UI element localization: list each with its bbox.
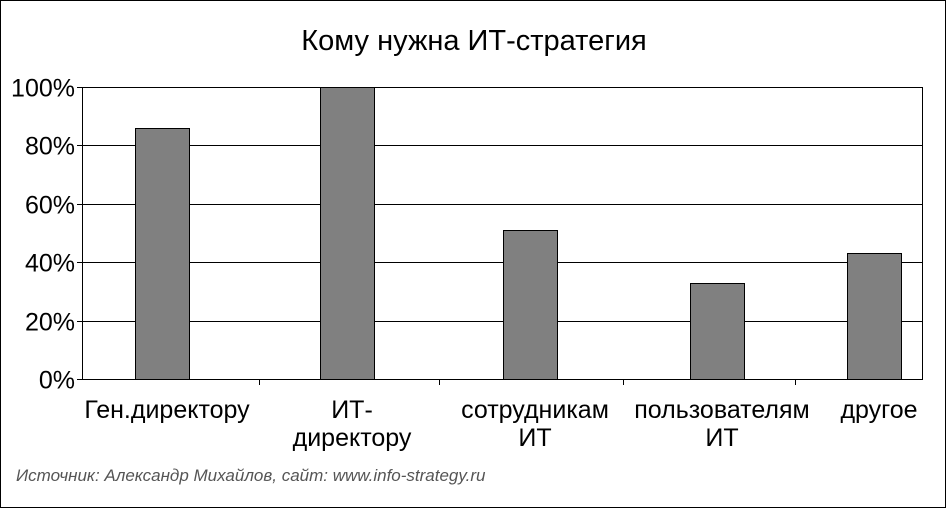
- x-tick-label: Ген.директору: [84, 396, 250, 424]
- y-tick-label: 60%: [25, 192, 75, 220]
- y-tick-label: 20%: [25, 309, 75, 337]
- bar: [135, 128, 190, 380]
- bar: [847, 253, 902, 380]
- chart-title: Кому нужна ИТ-стратегия: [301, 25, 646, 57]
- bar: [690, 283, 745, 380]
- y-tick-label: 100%: [11, 75, 75, 103]
- bar: [503, 230, 558, 380]
- y-tick-label: 0%: [39, 367, 75, 395]
- y-tick-label: 40%: [25, 250, 75, 278]
- x-tick-label: пользователям ИТ: [634, 396, 810, 452]
- x-tick-label: сотрудникам ИТ: [461, 396, 609, 452]
- source-note: Источник: Александр Михайлов, сайт: www.…: [16, 466, 486, 485]
- x-tick-label: ИТ-директору: [293, 396, 412, 452]
- x-tick-label: другое: [840, 396, 917, 424]
- y-tick-label: 80%: [25, 133, 75, 161]
- bar: [320, 87, 375, 380]
